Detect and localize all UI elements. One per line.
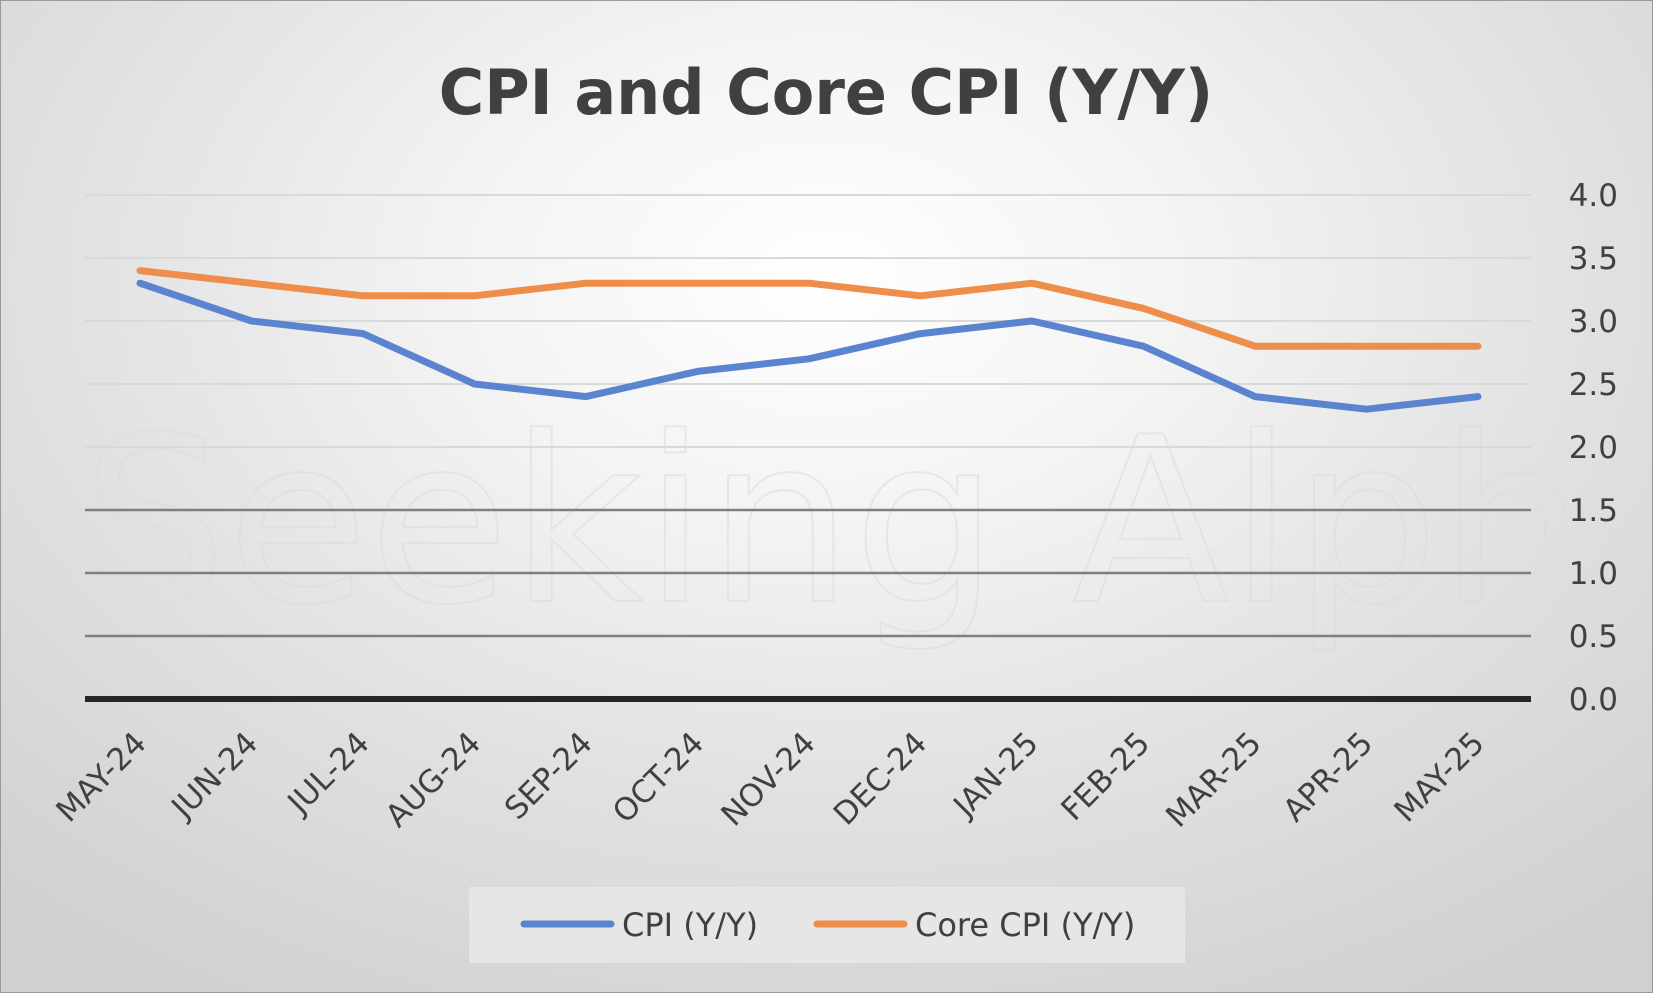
x-tick-label: JAN-25 — [946, 725, 1046, 825]
y-tick-label: 3.5 — [1569, 241, 1618, 277]
gridlines — [85, 194, 1531, 638]
x-tick-label: JUN-24 — [164, 725, 266, 827]
y-tick-label: 2.5 — [1569, 367, 1618, 403]
watermark: Seeking Alpha — [80, 388, 1652, 657]
y-tick-label: 3.0 — [1569, 304, 1618, 340]
x-axis-tick-labels: MAY-24 JUN-24 JUL-24 AUG-24 SEP-24 OCT-24 NOV-… — [49, 725, 1491, 835]
x-tick-label: AUG-24 — [379, 725, 488, 834]
x-tick-label: OCT-24 — [606, 725, 711, 830]
y-tick-label: 0.5 — [1569, 619, 1618, 655]
legend-label: Core CPI (Y/Y) — [915, 906, 1135, 944]
x-tick-label: APR-25 — [1276, 725, 1380, 829]
x-tick-label: SEP-24 — [498, 725, 600, 827]
series-lines — [136, 267, 1482, 413]
legend: CPI (Y/Y) Core CPI (Y/Y) — [469, 887, 1185, 963]
x-tick-label: NOV-24 — [714, 725, 822, 833]
x-tick-label: MAY-25 — [1387, 725, 1491, 829]
x-tick-label: MAR-25 — [1159, 725, 1269, 835]
x-tick-label: FEB-25 — [1054, 725, 1157, 828]
x-tick-label: DEC-24 — [827, 725, 934, 832]
watermark-text: Seeking Alpha — [81, 389, 1652, 656]
legend-label: CPI (Y/Y) — [622, 906, 758, 944]
y-tick-label: 1.0 — [1569, 556, 1618, 592]
y-tick-label: 0.0 — [1569, 682, 1618, 718]
y-tick-label: 2.0 — [1569, 430, 1618, 466]
x-tick-label: MAY-24 — [49, 725, 153, 829]
y-tick-label: 1.5 — [1569, 493, 1618, 529]
y-axis-tick-labels: 0.0 0.5 1.0 1.5 2.0 2.5 3.0 3.5 4.0 — [1569, 178, 1618, 718]
y-tick-label: 4.0 — [1569, 178, 1618, 214]
series-line-core-cpi — [136, 267, 1482, 350]
x-tick-label: JUL-24 — [280, 725, 377, 822]
chart-title: CPI and Core CPI (Y/Y) — [439, 56, 1214, 129]
